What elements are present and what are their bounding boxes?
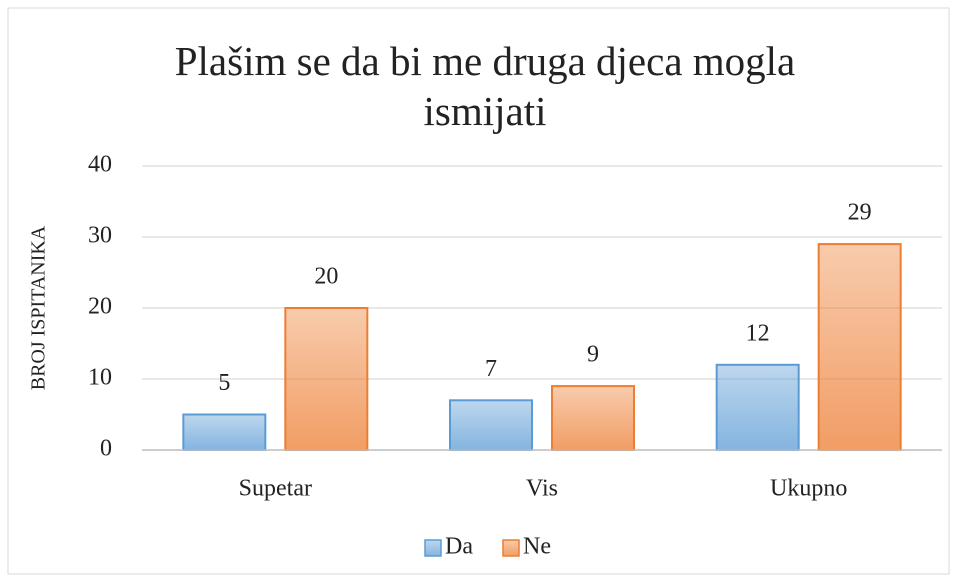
- chart-border: [7, 7, 950, 575]
- chart-title: Plašim se da bi me druga djeca mogla ism…: [174, 38, 796, 134]
- bar: [182, 413, 267, 451]
- data-label: 9: [587, 342, 599, 368]
- x-tick-label: Ukupno: [770, 476, 847, 502]
- y-tick-label: 40: [88, 152, 112, 178]
- y-tick-label: 0: [100, 436, 112, 462]
- data-label: 20: [314, 264, 338, 290]
- y-tick-label: 30: [88, 223, 112, 249]
- bar: [551, 385, 635, 452]
- y-axis-label: BROJ ISPITANIKA: [28, 225, 50, 390]
- x-tick-label: Vis: [526, 476, 558, 502]
- legend-swatch: [424, 539, 442, 557]
- data-label: 29: [848, 200, 872, 226]
- data-label: 12: [746, 320, 770, 346]
- x-tick-label: Supetar: [239, 476, 312, 502]
- y-tick-label: 10: [88, 365, 112, 391]
- bar: [817, 243, 902, 451]
- bar: [715, 363, 800, 451]
- legend-swatch: [502, 539, 520, 557]
- bar: [449, 399, 533, 451]
- bar: [284, 307, 369, 451]
- y-tick-label: 20: [88, 294, 112, 320]
- legend-label: Da: [445, 534, 473, 560]
- legend-label: Ne: [523, 534, 551, 560]
- data-label: 7: [485, 356, 497, 382]
- data-label: 5: [218, 370, 230, 396]
